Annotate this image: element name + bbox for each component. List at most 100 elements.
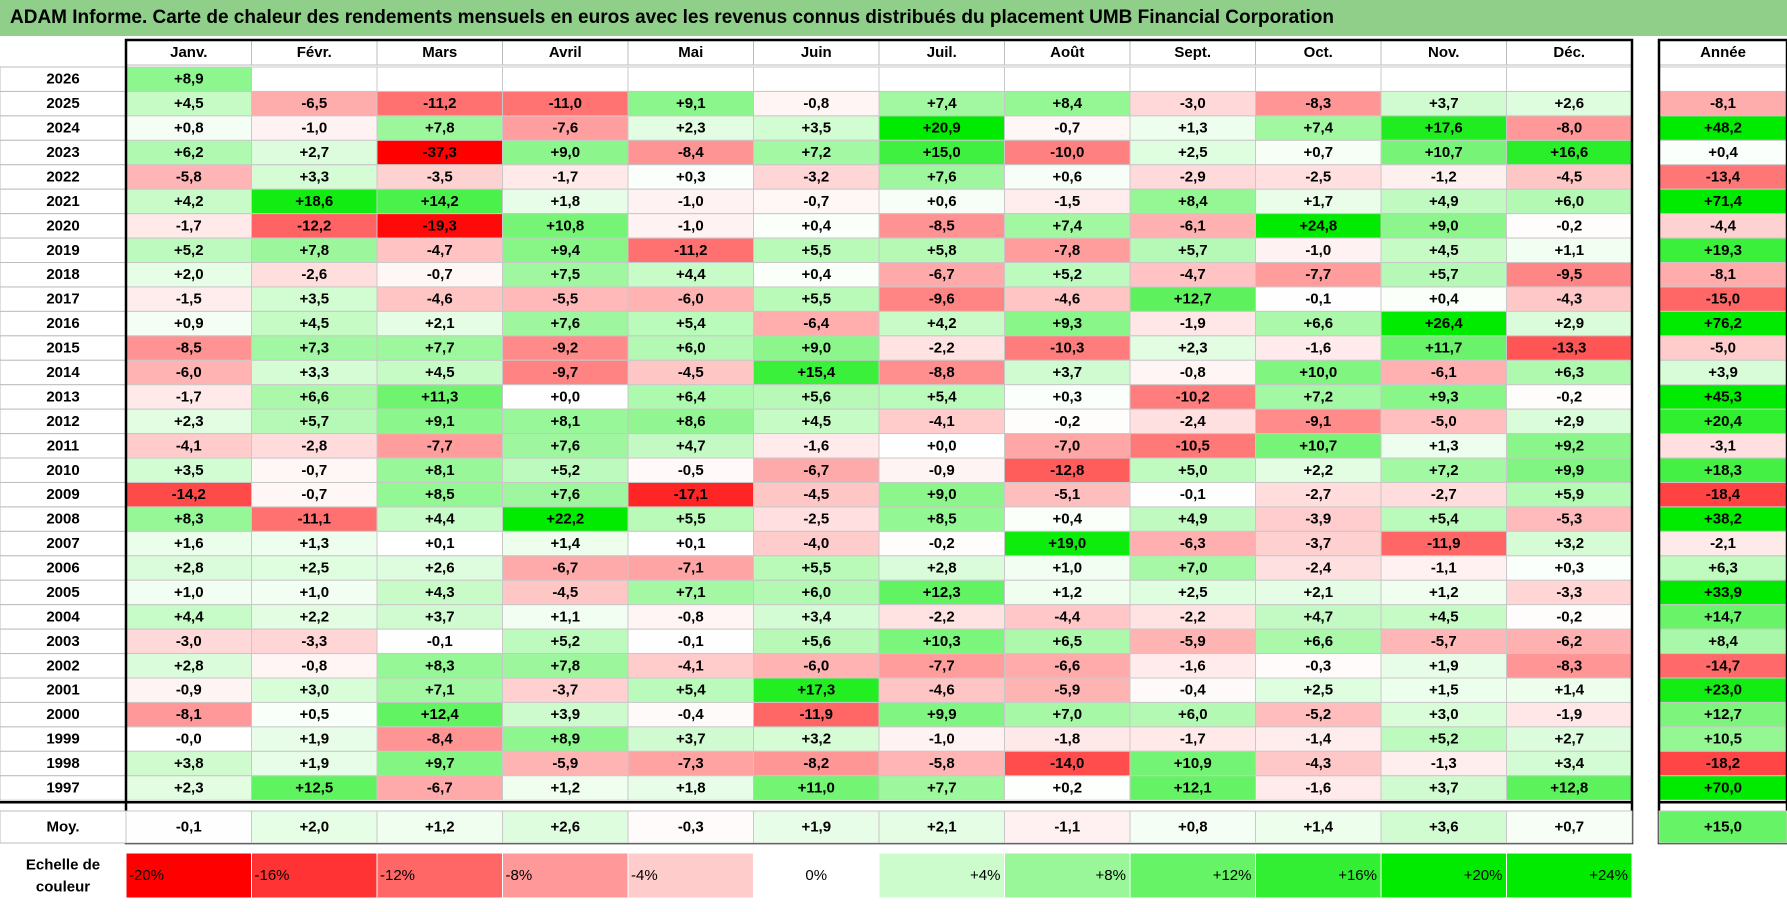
heat-cell — [1004, 66, 1131, 92]
cell-value: +2,5 — [1178, 584, 1208, 601]
cell-value: +5,5 — [676, 511, 706, 528]
cell-value: -10,0 — [1050, 144, 1084, 161]
heat-cell — [627, 188, 754, 215]
cell-value: +11,3 — [421, 388, 458, 405]
heat-cell — [502, 90, 629, 117]
heat-cell — [502, 164, 629, 190]
cell-value: +1,8 — [550, 193, 580, 210]
cell-value: -37,3 — [423, 144, 457, 161]
cell-value: +3,0 — [299, 682, 329, 699]
heat-cell — [1506, 481, 1633, 508]
heat-cell — [1255, 408, 1382, 435]
heat-cell — [627, 384, 754, 410]
cell-value: +5,2 — [174, 242, 204, 259]
scale-swatch — [376, 852, 503, 899]
avg-value: +1,9 — [801, 819, 831, 836]
heat-cell — [627, 628, 754, 655]
heat-cell — [1380, 701, 1507, 728]
heat-cell — [878, 677, 1005, 703]
heat-cell — [251, 286, 378, 312]
cell-value: -3,7 — [552, 682, 578, 699]
cell-value: -0,8 — [678, 608, 704, 625]
cell-value: +10,8 — [546, 217, 584, 234]
scale-swatch — [1506, 852, 1633, 899]
month-header: Mars — [422, 44, 457, 61]
cell-value: +10,9 — [1174, 755, 1212, 772]
heat-cell — [1004, 164, 1131, 190]
cell-value: -4,5 — [1556, 168, 1582, 185]
cell-value: +2,6 — [425, 560, 455, 577]
cell-value: +1,7 — [1303, 193, 1333, 210]
annual-value: +71,4 — [1704, 193, 1743, 210]
heat-cell — [1129, 188, 1256, 215]
heat-cell — [753, 481, 880, 508]
cell-value: +8,4 — [1052, 95, 1082, 112]
cell-value: +1,0 — [174, 584, 204, 601]
cell-value: -0,1 — [427, 633, 453, 650]
cell-value: -14,0 — [1050, 755, 1084, 772]
heat-cell — [1506, 213, 1633, 239]
cell-value: +5,4 — [676, 315, 706, 332]
cell-value: -8,4 — [427, 731, 454, 748]
cell-value: +0,4 — [801, 266, 831, 283]
annual-cell — [1658, 726, 1787, 752]
heat-cell — [627, 335, 754, 361]
annual-cell — [1658, 604, 1787, 630]
year-label: 2009 — [46, 486, 79, 503]
heat-cell — [1506, 139, 1633, 166]
heat-cell — [753, 115, 880, 141]
cell-value: -0,0 — [176, 731, 202, 748]
cell-value: -0,2 — [929, 535, 955, 552]
annual-value: -15,0 — [1706, 291, 1740, 308]
heat-cell — [1380, 506, 1507, 532]
cell-value: +9,1 — [676, 95, 706, 112]
cell-value: +1,0 — [299, 584, 329, 601]
heat-cell — [1380, 139, 1507, 166]
heat-cell — [627, 115, 754, 141]
avg-value: +0,7 — [1554, 819, 1584, 836]
cell-value: +6,6 — [1303, 315, 1333, 332]
heat-cell — [376, 213, 503, 239]
cell-value: +7,0 — [1052, 706, 1082, 723]
heat-cell — [1129, 653, 1256, 679]
annual-cell — [1658, 66, 1787, 92]
cell-value: -4,4 — [1054, 608, 1081, 625]
heat-cell — [1506, 775, 1633, 801]
cell-value: +1,6 — [174, 535, 204, 552]
avg-annual-cell — [1658, 810, 1787, 844]
cell-value: +17,3 — [797, 682, 835, 699]
heat-cell — [251, 653, 378, 679]
cell-value: +9,3 — [1429, 388, 1459, 405]
heat-cell — [627, 506, 754, 532]
cell-value: -0,2 — [1054, 413, 1080, 430]
cell-value: +7,0 — [1178, 560, 1208, 577]
heat-cell — [502, 530, 629, 557]
year-label: 1998 — [46, 755, 79, 772]
heat-cell — [1004, 457, 1131, 483]
cell-value: -1,6 — [1305, 340, 1331, 357]
cell-value: -4,6 — [929, 682, 955, 699]
month-header: Oct. — [1304, 44, 1333, 61]
heat-cell — [376, 555, 503, 581]
heat-cell — [376, 726, 503, 752]
cell-value: +1,9 — [299, 731, 329, 748]
cell-value: -1,9 — [1556, 706, 1582, 723]
cell-value: -2,9 — [1180, 168, 1206, 185]
cell-value: -12,8 — [1050, 462, 1084, 479]
cell-value: +3,9 — [550, 706, 580, 723]
cell-value: -8,2 — [803, 755, 829, 772]
cell-value: +10,7 — [1425, 144, 1463, 161]
year-label: 2006 — [46, 560, 79, 577]
cell-value: +7,1 — [425, 682, 455, 699]
year-label: 2004 — [46, 608, 80, 625]
cell-value: +7,8 — [299, 242, 329, 259]
heat-cell — [878, 628, 1005, 655]
cell-value: -1,9 — [1180, 315, 1206, 332]
annual-value: -8,1 — [1710, 95, 1736, 112]
heat-cell — [1255, 457, 1382, 483]
heat-cell — [376, 359, 503, 386]
cell-value: +2,5 — [1303, 682, 1333, 699]
year-label: 2010 — [46, 462, 79, 479]
cell-value: +4,7 — [676, 437, 706, 454]
cell-value: -17,1 — [674, 486, 708, 503]
